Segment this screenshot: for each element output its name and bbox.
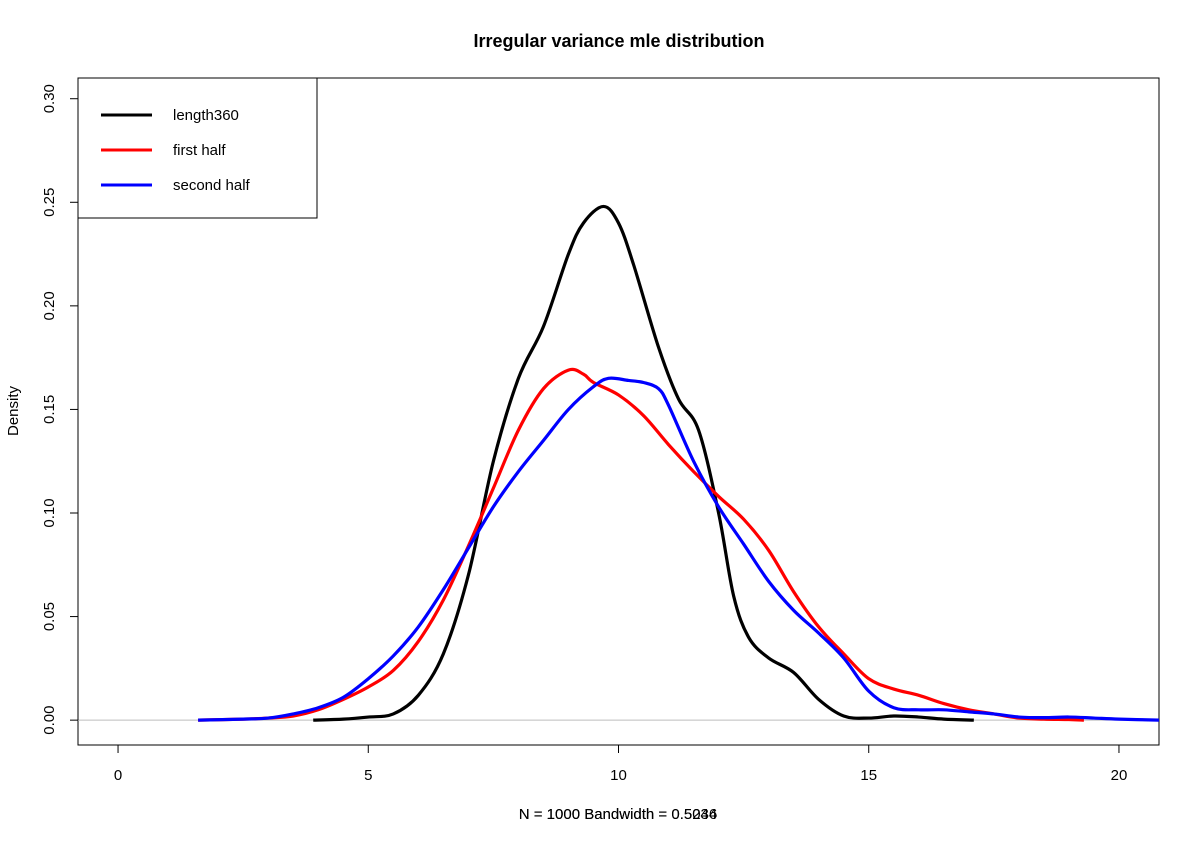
y-tick-label: 0.00 <box>41 706 58 735</box>
series-lines <box>198 204 1160 722</box>
legend-box <box>77 77 318 219</box>
legend-label-second-half: second half <box>173 177 251 194</box>
x-tick-label: 10 <box>610 767 627 784</box>
legend-label-first-half: first half <box>173 142 226 159</box>
y-axis-label: Density <box>5 385 22 436</box>
y-tick-label: 0.20 <box>41 291 58 320</box>
legend-label-length360: length360 <box>173 107 239 124</box>
x-tick-label: 15 <box>860 767 877 784</box>
y-tick-label: 0.10 <box>41 498 58 527</box>
y-tick-label: 0.05 <box>41 602 58 631</box>
x-tick-label: 20 <box>1111 767 1128 784</box>
chart-title: Irregular variance mle distribution <box>473 31 764 51</box>
x-tick-label: 0 <box>114 767 122 784</box>
x-axis: 0 5 10 15 20 <box>114 744 1128 784</box>
y-tick-label: 0.25 <box>41 188 58 217</box>
sub-labels: N = 1000 Bandwidth = 0.5244 N = 1000 Ban… <box>519 806 718 823</box>
x-tick-label: 5 <box>364 767 372 784</box>
y-tick-label: 0.30 <box>41 84 58 113</box>
series-line-first-half <box>198 367 1084 722</box>
y-tick-label: 0.15 <box>41 395 58 424</box>
bandwidth-label-2: N = 1000 Bandwidth = 0.5036 <box>519 806 718 823</box>
series-line-second-half <box>198 376 1160 722</box>
y-axis: 0.00 0.05 0.10 0.15 0.20 0.25 0.30 <box>41 84 79 735</box>
legend: length360 first half second half <box>77 77 318 219</box>
series-line-length360 <box>313 204 974 722</box>
bandwidth-label-1: N = 1000 Bandwidth = 0.5244 <box>519 806 718 823</box>
